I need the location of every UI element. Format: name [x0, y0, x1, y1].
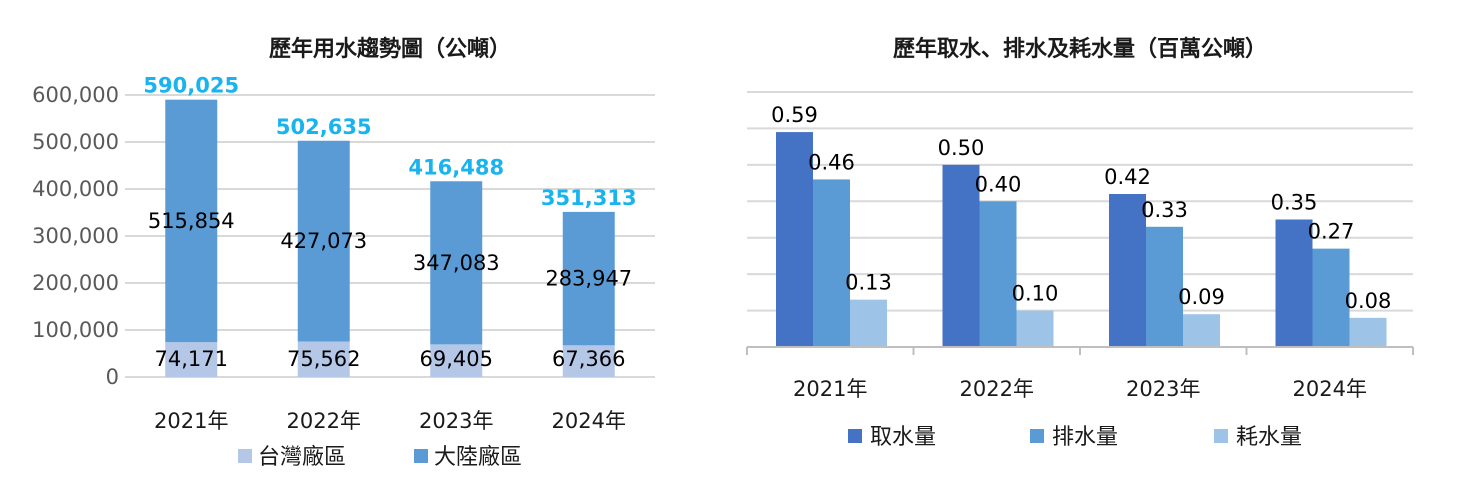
x-tick-label: 2023年: [419, 409, 493, 433]
bar-segment: [165, 99, 218, 343]
data-label: 283,947: [545, 267, 632, 291]
chart2-title: 歷年取水、排水及耗水量（百萬公噸）: [893, 36, 1267, 62]
bar-segment: [562, 211, 615, 346]
legend-label: 耗水量: [1236, 425, 1302, 450]
x-tick-label: 2024年: [552, 409, 626, 433]
x-tick-label: 2021年: [793, 377, 867, 401]
bar: [1183, 314, 1220, 347]
data-label: 0.10: [1012, 282, 1059, 306]
legend-swatch: [848, 429, 862, 443]
y-tick-label: 300,000: [32, 224, 119, 248]
data-label: 0.09: [1178, 285, 1225, 309]
bar: [1109, 194, 1146, 347]
bar: [942, 164, 980, 347]
data-label: 67,366: [552, 347, 625, 371]
legend-label: 大陸廠區: [434, 445, 522, 470]
x-tick-label: 2021年: [154, 409, 228, 433]
legend-label: 排水量: [1052, 425, 1118, 450]
data-label: 74,171: [155, 347, 228, 371]
chart1-title: 歷年用水趨勢圖（公噸）: [269, 36, 511, 62]
bar: [1312, 248, 1350, 347]
y-tick-label: 0: [106, 365, 119, 389]
y-tick-label: 600,000: [32, 83, 119, 107]
bar: [1275, 219, 1313, 347]
data-label: 0.42: [1104, 165, 1151, 189]
bar: [850, 299, 887, 347]
legend-swatch: [1030, 429, 1044, 443]
bar-segment: [297, 341, 350, 377]
bar: [813, 179, 850, 347]
legend-swatch: [414, 449, 428, 463]
data-label: 0.27: [1308, 220, 1355, 244]
bar-segment: [562, 345, 615, 377]
data-label: 0.13: [845, 271, 892, 295]
total-label: 351,313: [541, 186, 637, 210]
bar-segment: [165, 342, 218, 377]
x-tick-label: 2024年: [1293, 377, 1367, 401]
bar-segment: [297, 140, 350, 342]
bar-segment: [430, 344, 483, 377]
bar: [979, 201, 1017, 347]
legend-swatch: [1214, 429, 1228, 443]
data-label: 0.50: [938, 136, 985, 160]
data-label: 0.40: [975, 172, 1022, 196]
data-label: 0.08: [1345, 289, 1392, 313]
bar: [1016, 310, 1054, 347]
y-tick-label: 500,000: [32, 130, 119, 154]
data-label: 0.35: [1271, 191, 1318, 215]
legend-swatch: [238, 449, 252, 463]
data-label: 427,073: [280, 229, 367, 253]
bar: [1146, 226, 1183, 347]
total-label: 590,025: [143, 74, 239, 98]
bar: [776, 132, 813, 347]
x-tick-label: 2023年: [1126, 377, 1200, 401]
x-tick-label: 2022年: [287, 409, 361, 433]
data-label: 75,562: [287, 347, 360, 371]
y-tick-label: 100,000: [32, 318, 119, 342]
bar-segment: [430, 181, 483, 345]
legend-label: 取水量: [870, 425, 936, 450]
data-label: 0.46: [808, 150, 855, 174]
total-label: 416,488: [408, 155, 504, 179]
y-tick-label: 400,000: [32, 177, 119, 201]
bar: [1349, 317, 1387, 347]
data-label: 0.59: [771, 103, 818, 127]
x-tick-label: 2022年: [960, 377, 1034, 401]
data-label: 515,854: [148, 209, 235, 233]
total-label: 502,635: [276, 115, 372, 139]
legend-label: 台灣廠區: [258, 445, 346, 470]
data-label: 69,405: [420, 347, 493, 371]
data-label: 0.33: [1141, 198, 1188, 222]
y-tick-label: 200,000: [32, 271, 119, 295]
data-label: 347,083: [413, 251, 500, 275]
